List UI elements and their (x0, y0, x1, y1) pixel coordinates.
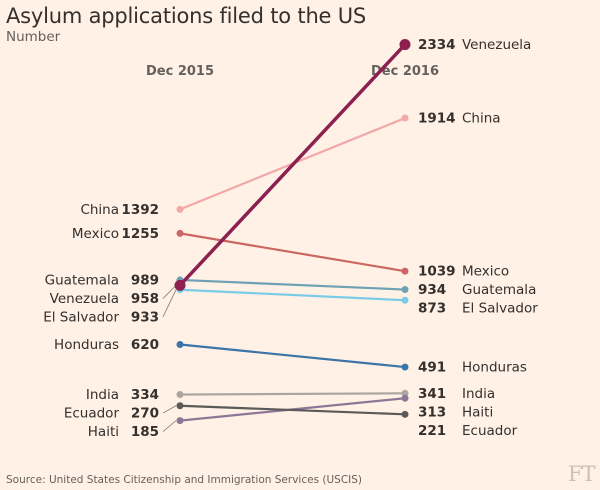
right-value-china: 1914 (418, 111, 456, 127)
point-dec-2015-venezuela (174, 279, 186, 291)
leader-line-haiti (162, 420, 177, 432)
left-label-honduras: Honduras (54, 337, 119, 353)
right-label-guatemala: Guatemala (462, 282, 536, 298)
series-line-india (178, 392, 407, 396)
series-line-guatemala (178, 278, 407, 291)
right-value-india: 341 (418, 386, 446, 402)
series-line-honduras (178, 343, 407, 369)
right-value-haiti: 313 (418, 404, 446, 420)
point-dec-2016-guatemala (401, 286, 409, 294)
series-line-el-salvador (178, 288, 407, 302)
right-label-haiti: Haiti (462, 404, 493, 420)
leader-line-venezuela (162, 285, 177, 299)
leader-line-el-salvador (162, 289, 177, 318)
right-value-guatemala: 934 (418, 282, 446, 298)
right-label-china: China (462, 111, 501, 127)
right-label-el-salvador: El Salvador (462, 301, 538, 317)
point-dec-2015-haiti (176, 417, 184, 425)
chart-title: Asylum applications filed to the US (6, 4, 367, 28)
left-value-guatemala: 989 (131, 272, 159, 288)
right-value-venezuela: 2334 (418, 37, 456, 53)
point-dec-2015-india (176, 391, 184, 399)
left-value-india: 334 (131, 387, 159, 403)
column-header-dec-2015: Dec 2015 (146, 64, 214, 79)
left-label-mexico: Mexico (72, 226, 119, 242)
right-value-ecuador: 221 (418, 423, 446, 439)
left-value-mexico: 1255 (121, 226, 159, 242)
point-dec-2016-haiti (401, 394, 409, 402)
right-label-mexico: Mexico (462, 264, 509, 280)
left-label-india: India (86, 387, 119, 403)
right-value-honduras: 491 (418, 360, 446, 376)
left-label-haiti: Haiti (88, 424, 119, 440)
right-value-mexico: 1039 (418, 264, 456, 280)
series-line-ecuador (178, 404, 407, 416)
point-dec-2016-el-salvador (401, 296, 409, 304)
point-dec-2016-ecuador (401, 410, 409, 418)
left-label-venezuela: Venezuela (50, 291, 119, 307)
point-dec-2015-mexico (176, 229, 184, 237)
left-value-haiti: 185 (131, 424, 159, 440)
series-line-venezuela (178, 42, 407, 288)
leader-line-ecuador (162, 405, 177, 414)
left-label-china: China (80, 202, 119, 218)
point-dec-2015-china (176, 205, 184, 213)
chart-subtitle: Number (6, 29, 61, 45)
point-dec-2016-honduras (401, 363, 409, 371)
left-value-honduras: 620 (131, 337, 159, 353)
left-value-el-salvador: 933 (131, 309, 159, 325)
point-dec-2016-india (401, 389, 409, 397)
point-dec-2016-china (401, 114, 409, 122)
right-label-india: India (462, 386, 495, 402)
point-dec-2016-mexico (401, 267, 409, 275)
point-dec-2015-ecuador (176, 402, 184, 410)
ft-logo: FT (568, 462, 596, 486)
point-dec-2016-venezuela (399, 39, 411, 51)
series-line-mexico (178, 232, 407, 273)
left-value-ecuador: 270 (131, 406, 159, 422)
left-label-ecuador: Ecuador (64, 406, 120, 422)
left-label-guatemala: Guatemala (45, 272, 119, 288)
right-label-honduras: Honduras (462, 360, 527, 376)
source-note: Source: United States Citizenship and Im… (6, 474, 363, 486)
column-header-dec-2016: Dec 2016 (371, 64, 439, 79)
left-value-china: 1392 (121, 202, 159, 218)
left-label-el-salvador: El Salvador (43, 309, 119, 325)
point-dec-2015-honduras (176, 341, 184, 348)
right-value-el-salvador: 873 (418, 301, 446, 317)
right-label-venezuela: Venezuela (462, 37, 531, 53)
right-label-ecuador: Ecuador (462, 423, 518, 439)
left-value-venezuela: 958 (131, 291, 159, 307)
